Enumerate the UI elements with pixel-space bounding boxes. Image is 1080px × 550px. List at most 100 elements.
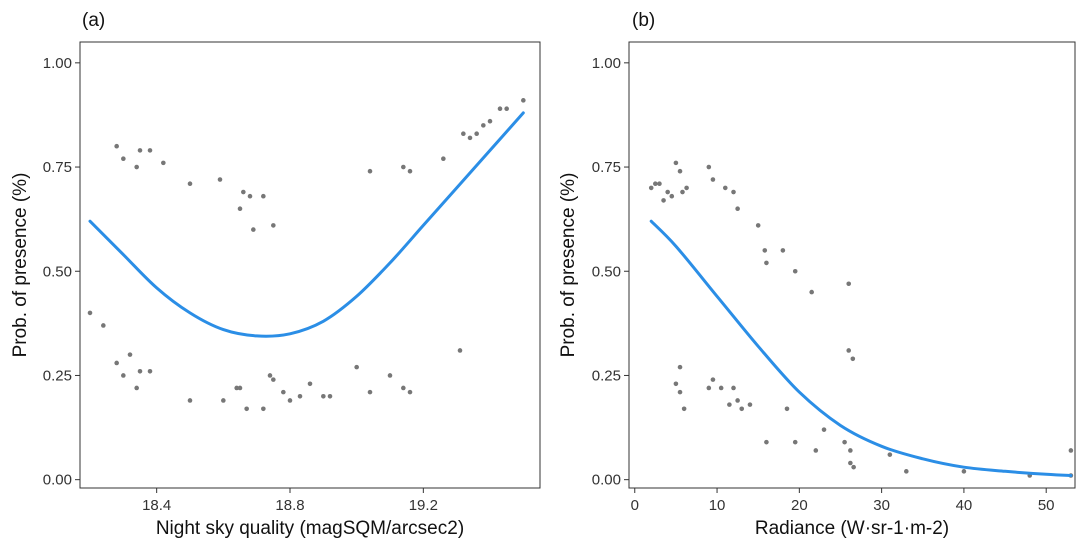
- panel-b-data-point: [665, 189, 670, 195]
- panel-b-data-point: [764, 439, 769, 445]
- panel-a-fitted-curve: [88, 111, 525, 338]
- panel-a-data-point: [121, 156, 126, 162]
- panel-b-data-point: [673, 381, 679, 387]
- panel-a-data-point: [271, 377, 276, 382]
- panel-b-y-tick-label-0: 0.00: [592, 472, 621, 489]
- panel-b-plot-area: [628, 41, 1076, 489]
- panel-b-fitted-curve: [649, 219, 1073, 477]
- panel-b-data-point: [846, 281, 852, 287]
- panel-b-data-point: [846, 348, 852, 353]
- panel-b-data-point: [710, 177, 716, 182]
- panel-b-data-point: [1068, 448, 1074, 453]
- panel-b-data-point: [731, 189, 736, 195]
- panel-b-data-point: [677, 168, 683, 174]
- panel-b-data-point: [851, 464, 856, 470]
- panel-a-y-tick-label-2: 0.50: [43, 263, 72, 280]
- panel-a-label: (a): [82, 10, 105, 31]
- panel-a-data-point: [101, 323, 106, 328]
- panel-a-x-tick-label-2: 19.2: [409, 497, 438, 514]
- panel-a-data-point: [244, 406, 249, 412]
- panel-a-data-point: [134, 385, 139, 391]
- panel-b-data-point: [677, 364, 683, 370]
- panel-b-data-point: [706, 164, 712, 170]
- panel-a-data-point: [234, 385, 239, 391]
- panel-a-data-point: [217, 177, 223, 182]
- panel-b-data-point: [784, 406, 790, 412]
- panel-a-data-point: [497, 106, 503, 111]
- panel-a-plot-area: [79, 41, 541, 489]
- panel-b-x-tick-label-1: 10: [709, 497, 726, 514]
- panel-a-data-point: [457, 348, 463, 353]
- panel-a-data-point: [241, 189, 246, 195]
- panel-a-x-tick-label-0: 18.4: [142, 497, 171, 514]
- panel-b-data-point: [792, 268, 798, 274]
- panel-a-data-point: [354, 364, 359, 370]
- panel-a-data-point: [267, 373, 273, 378]
- panel-b-data-point: [661, 198, 666, 203]
- panel-b-data-point: [731, 385, 736, 391]
- panel-b-data-point: [809, 289, 814, 295]
- panel-b-data-point: [904, 469, 909, 474]
- panel-b-data-point: [739, 406, 745, 412]
- panel-b-data-point: [848, 448, 853, 453]
- panel-b-x-axis-title: Radiance (W·sr-1·m-2): [755, 518, 949, 539]
- panel-b-data-point: [677, 389, 683, 395]
- panel-a-data-point: [114, 143, 119, 149]
- panel-b-data-point: [747, 402, 753, 407]
- panel-a-data-point: [147, 148, 153, 153]
- panel-a-data-point: [87, 310, 93, 316]
- panel-a-data-point: [441, 156, 446, 162]
- panel-a-y-tick-label-1: 0.25: [43, 367, 72, 384]
- panel-b-data-point: [764, 260, 769, 266]
- panel-a-data-point: [461, 131, 466, 137]
- panel-b-data-point: [653, 181, 658, 187]
- panel-a-data-point: [327, 393, 333, 399]
- panel-a-data-point: [401, 385, 406, 391]
- panel-a-data-point: [187, 398, 193, 403]
- panel-b-label: (b): [632, 10, 655, 31]
- panel-a-data-point: [287, 398, 293, 403]
- panel-b-points: [648, 160, 1074, 478]
- panel-a-data-point: [247, 193, 253, 199]
- panel-b-data-point: [722, 185, 728, 191]
- panel-a-data-point: [137, 368, 143, 374]
- panel-a-data-point: [487, 118, 493, 124]
- panel-a-data-point: [127, 352, 133, 357]
- panel-a-data-point: [261, 193, 266, 199]
- panel-a-data-point: [407, 168, 413, 174]
- panel-a-data-point: [261, 406, 266, 412]
- panel-b-data-point: [735, 398, 740, 403]
- panel-b-y-tick-label-3: 0.75: [592, 159, 621, 176]
- panel-a-data-point: [221, 398, 226, 403]
- panel-a-y-tick-label-4: 1.00: [43, 55, 72, 72]
- panel-a-data-point: [367, 168, 373, 174]
- panel-b-data-point: [735, 206, 740, 212]
- panel-a: (a) 18.4 18.8 19.2 0.00 0.25 0.50 0.75 1.00 Nig…: [10, 10, 541, 539]
- panel-b-data-point: [850, 356, 856, 362]
- panel-a-data-point: [134, 164, 139, 170]
- panel-a-data-point: [251, 227, 256, 232]
- panel-b-data-point: [961, 469, 967, 474]
- panel-a-data-point: [271, 223, 276, 228]
- panel-a-data-point: [137, 148, 143, 153]
- panel-b-data-point: [755, 223, 761, 228]
- panel-b-data-point: [681, 406, 687, 412]
- panel-a-y-tick-label-0: 0.00: [43, 472, 72, 489]
- panel-a-data-point: [401, 164, 406, 170]
- panel-b-x-tick-label-5: 50: [1038, 497, 1055, 514]
- panel-b-data-point: [669, 193, 675, 199]
- panel-b-ticks: 0 10 20 30 40 50 0.00 0.25 0.50 0.75 1.00: [592, 55, 1055, 514]
- panel-a-data-point: [504, 106, 509, 111]
- panel-a-ticks: 18.4 18.8 19.2 0.00 0.25 0.50 0.75 1.00: [43, 55, 438, 514]
- panel-b-data-point: [842, 439, 847, 445]
- panel-b-data-point: [848, 460, 853, 466]
- panel-b-y-tick-label-1: 0.25: [592, 367, 621, 384]
- panel-b-x-tick-label-3: 30: [873, 497, 890, 514]
- panel-b-data-point: [727, 402, 732, 407]
- panel-a-data-point: [161, 160, 166, 166]
- panel-a-data-point: [237, 385, 243, 391]
- panel-a-y-tick-label-3: 0.75: [43, 159, 72, 176]
- panel-a-data-point: [114, 360, 119, 366]
- panel-b-data-point: [718, 385, 724, 391]
